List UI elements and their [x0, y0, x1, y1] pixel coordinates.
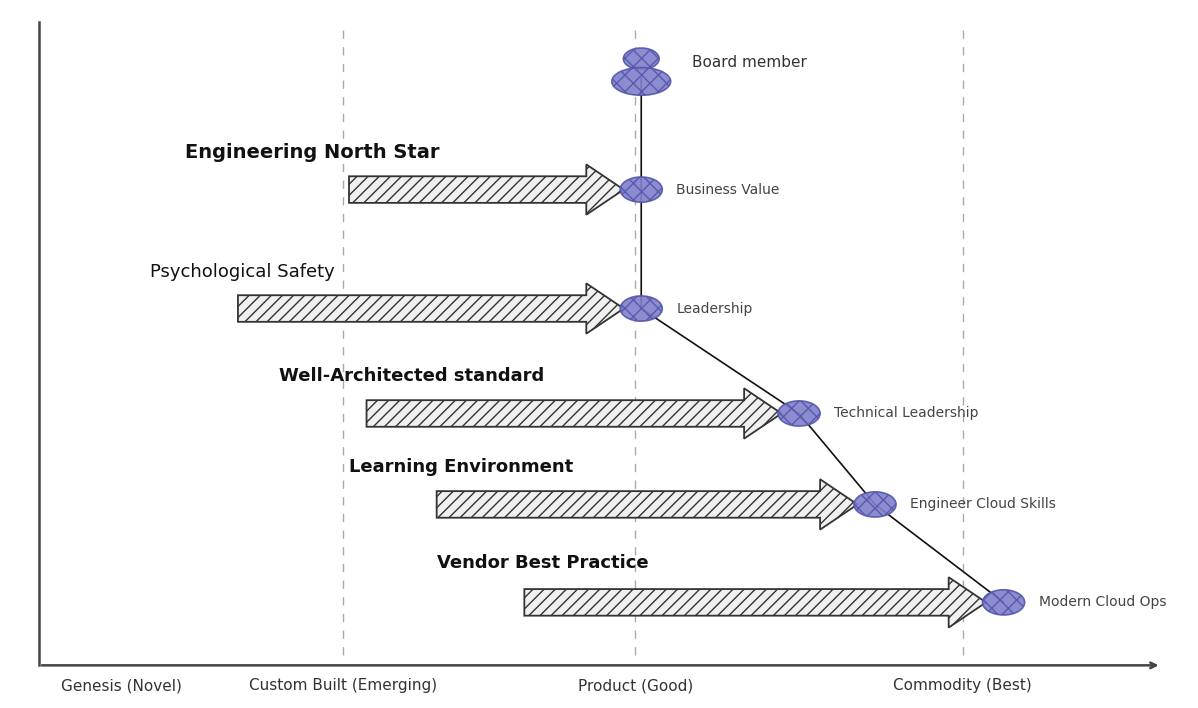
- Circle shape: [621, 296, 662, 321]
- FancyArrow shape: [238, 283, 624, 333]
- Text: Well-Architected standard: Well-Architected standard: [279, 367, 544, 385]
- Text: Business Value: Business Value: [677, 183, 780, 197]
- Text: Technical Leadership: Technical Leadership: [834, 406, 979, 421]
- Text: Custom Built (Emerging): Custom Built (Emerging): [249, 678, 437, 693]
- Text: Commodity (Best): Commodity (Best): [894, 678, 1031, 693]
- FancyArrow shape: [349, 164, 624, 215]
- Ellipse shape: [612, 67, 671, 96]
- Circle shape: [982, 590, 1024, 615]
- Text: Modern Cloud Ops: Modern Cloud Ops: [1039, 595, 1166, 610]
- Circle shape: [623, 48, 659, 69]
- Text: Genesis (Novel): Genesis (Novel): [61, 678, 182, 693]
- Text: Product (Good): Product (Good): [577, 678, 692, 693]
- Circle shape: [621, 177, 662, 202]
- FancyArrow shape: [367, 388, 781, 439]
- Text: Vendor Best Practice: Vendor Best Practice: [437, 554, 648, 572]
- Text: Leadership: Leadership: [677, 302, 752, 316]
- Text: Learning Environment: Learning Environment: [349, 459, 574, 476]
- Circle shape: [778, 401, 821, 426]
- Text: Psychological Safety: Psychological Safety: [150, 263, 335, 280]
- Circle shape: [854, 492, 896, 517]
- Text: Board member: Board member: [691, 55, 806, 70]
- Text: Engineering North Star: Engineering North Star: [186, 142, 440, 161]
- Text: Engineer Cloud Skills: Engineer Cloud Skills: [910, 498, 1055, 511]
- FancyArrow shape: [437, 479, 858, 530]
- FancyArrow shape: [525, 577, 986, 627]
